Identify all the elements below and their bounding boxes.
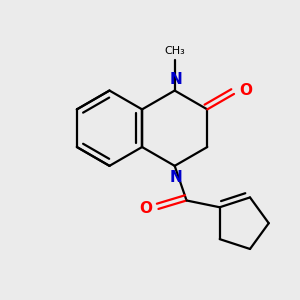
Text: O: O [140,201,152,216]
Text: O: O [239,83,252,98]
Text: N: N [169,72,182,87]
Text: CH₃: CH₃ [164,46,185,56]
Text: N: N [169,170,182,185]
